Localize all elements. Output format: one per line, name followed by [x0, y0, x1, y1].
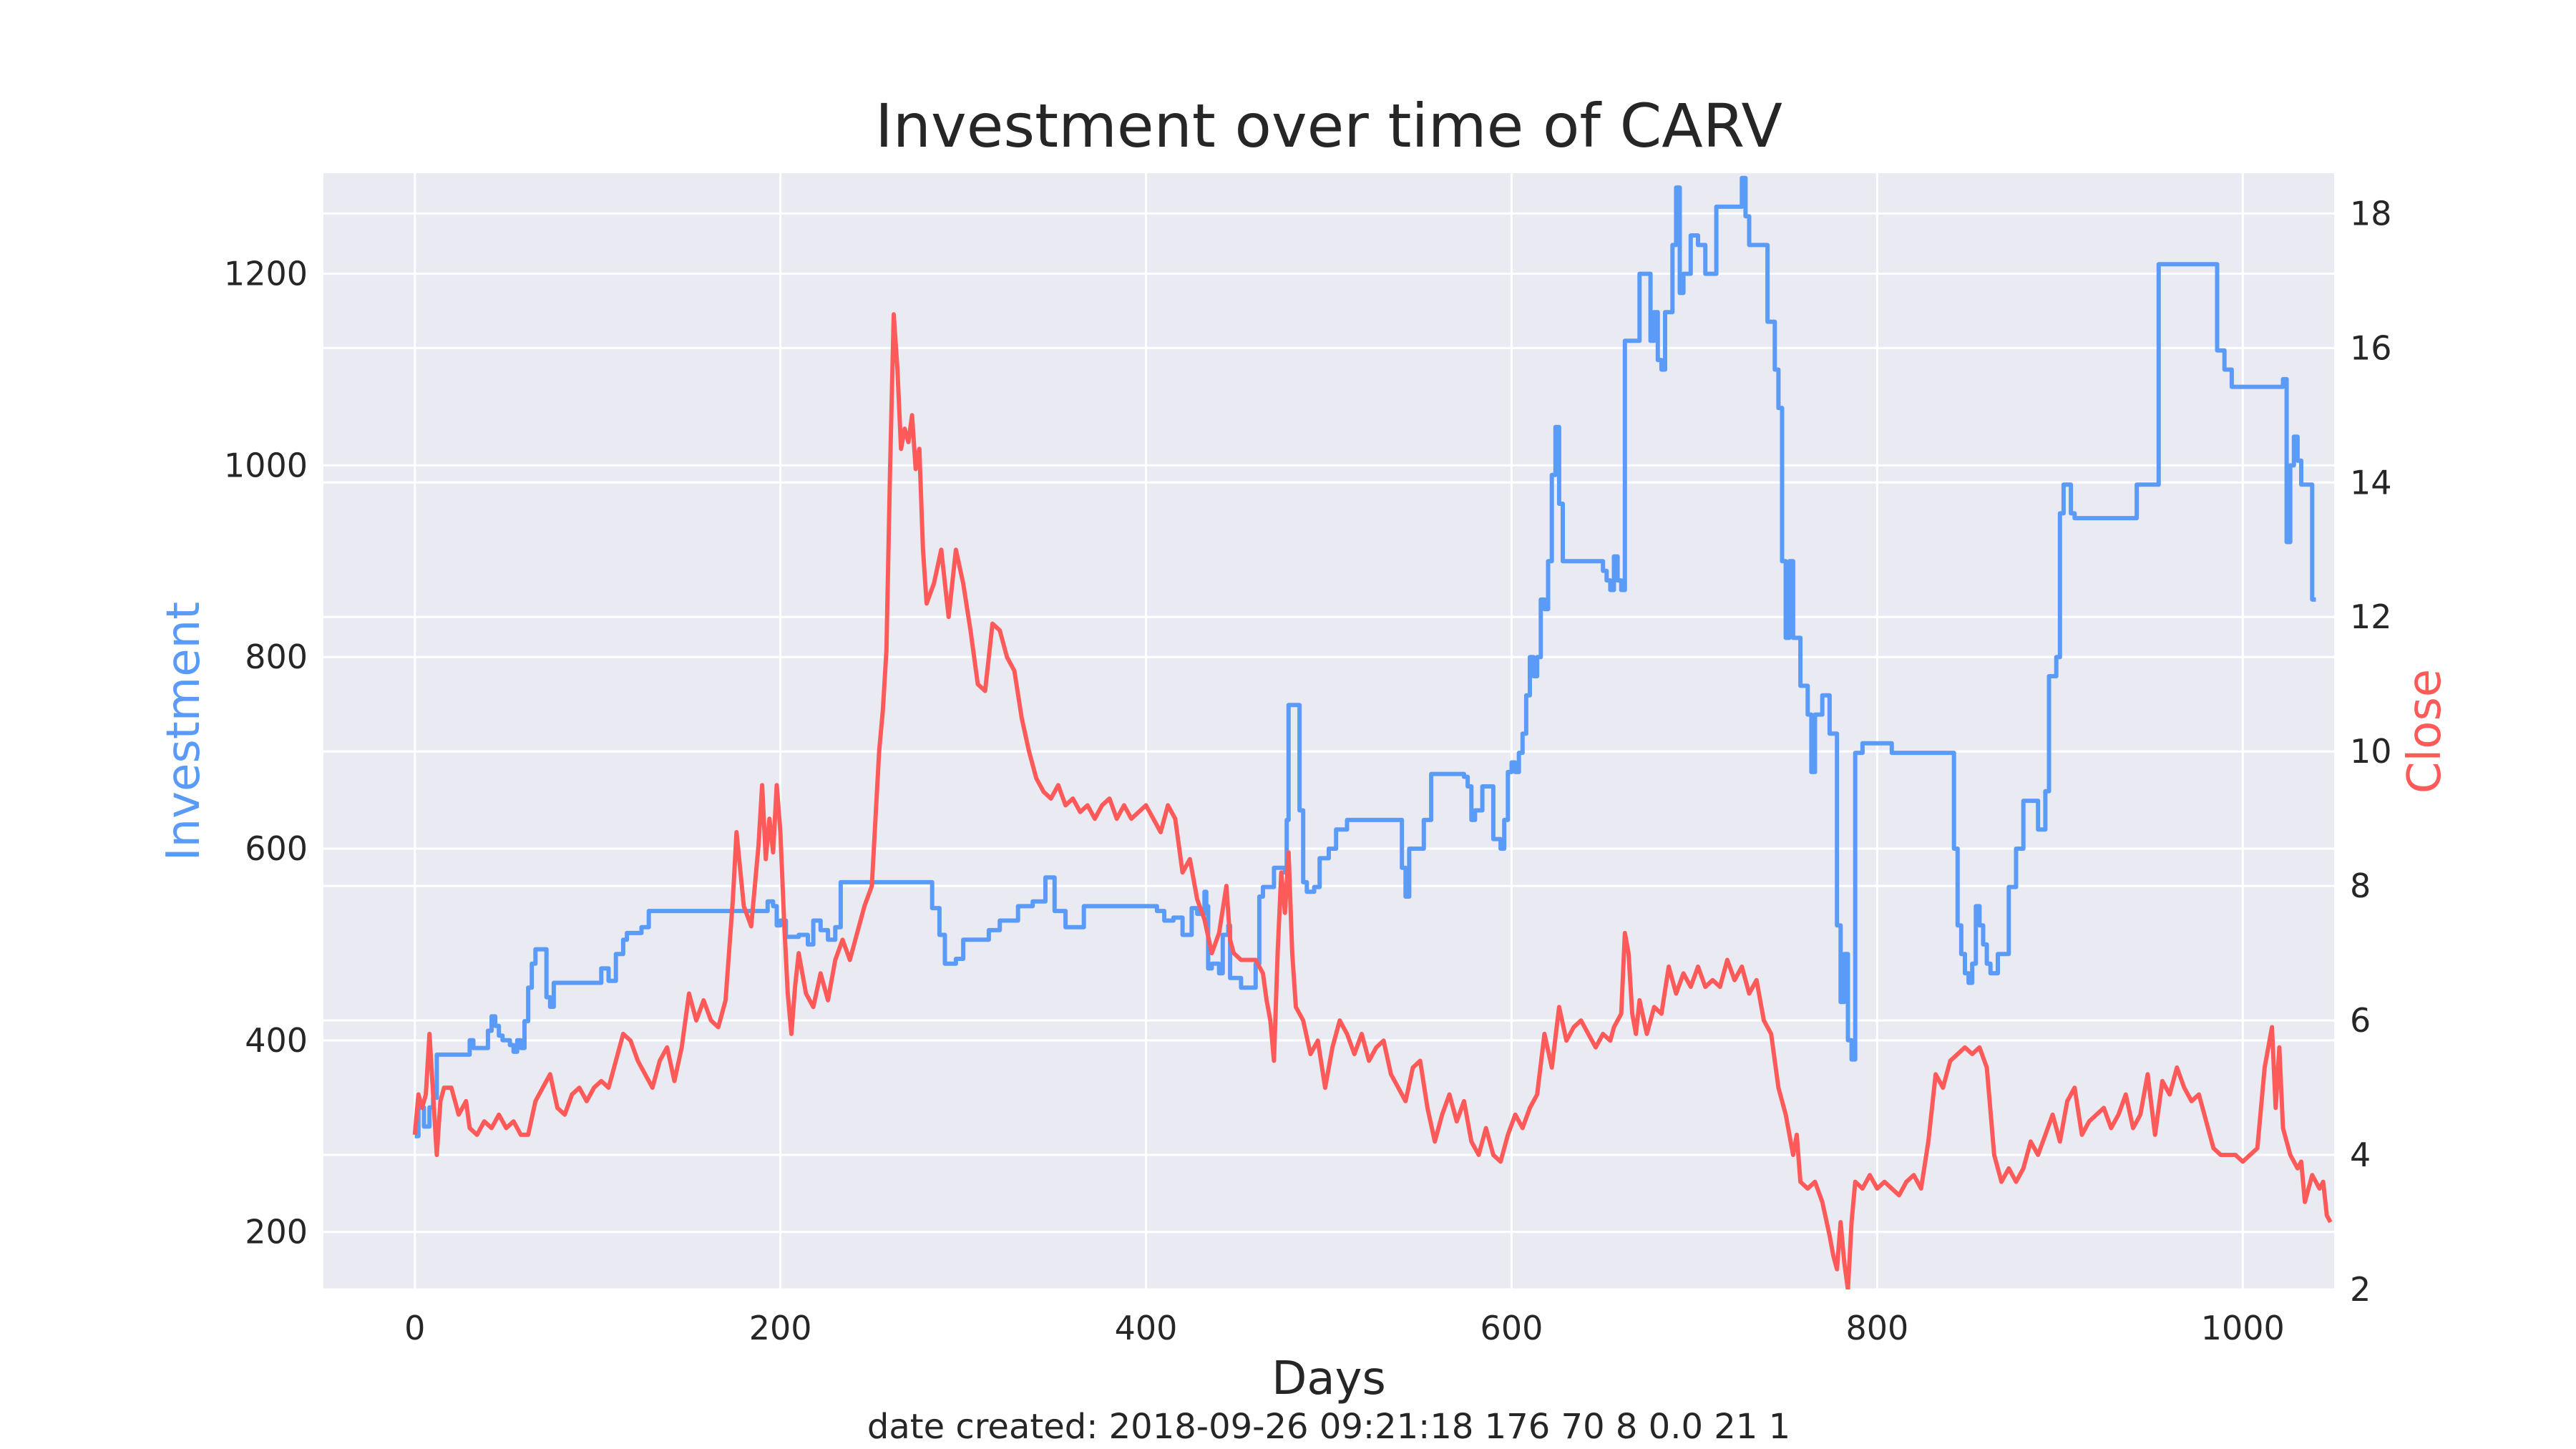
y-right-tick-label: 16	[2350, 328, 2392, 367]
y-right-tick-label: 2	[2350, 1270, 2371, 1309]
y-left-tick-label: 400	[245, 1021, 308, 1060]
x-tick-label: 1000	[2201, 1309, 2285, 1347]
series-line-close	[412, 312, 2333, 1289]
x-axis-label: Days	[1272, 1352, 1386, 1405]
series-layer	[412, 175, 2333, 1289]
series-line-investment	[414, 175, 2316, 1138]
x-tick-label: 0	[404, 1309, 425, 1347]
y-right-tick-label: 12	[2350, 597, 2392, 636]
y-right-tick-label: 8	[2350, 867, 2371, 905]
y-left-tick-label: 1200	[224, 255, 308, 293]
y-right-tick-label: 4	[2350, 1136, 2371, 1174]
chart-title: Investment over time of CARV	[875, 91, 1782, 161]
y-left-tick-label: 1000	[224, 446, 308, 484]
x-tick-label: 800	[1845, 1309, 1908, 1347]
y-left-tick-label: 600	[245, 829, 308, 868]
footer-date-created: date created: 2018-09-26 09:21:18 176 70…	[867, 1407, 1790, 1447]
y-left-tick-label: 800	[245, 638, 308, 676]
grid	[323, 173, 2334, 1291]
y-right-tick-label: 18	[2350, 194, 2392, 233]
x-tick-label: 200	[749, 1309, 812, 1347]
plot-background	[323, 173, 2334, 1289]
x-tick-label: 600	[1480, 1309, 1543, 1347]
y-left-axis-label: Investment	[157, 602, 210, 862]
y-right-tick-label: 10	[2350, 732, 2392, 771]
tick-labels: 0 200 400 600 800 1000 200 400 600 800 1000 1200 2 4 6…	[224, 194, 2392, 1347]
y-right-tick-label: 6	[2350, 1001, 2371, 1040]
y-right-axis-label: Close	[2399, 669, 2451, 794]
x-tick-label: 400	[1115, 1309, 1178, 1347]
y-right-tick-label: 14	[2350, 463, 2392, 502]
y-left-tick-label: 200	[245, 1213, 308, 1252]
